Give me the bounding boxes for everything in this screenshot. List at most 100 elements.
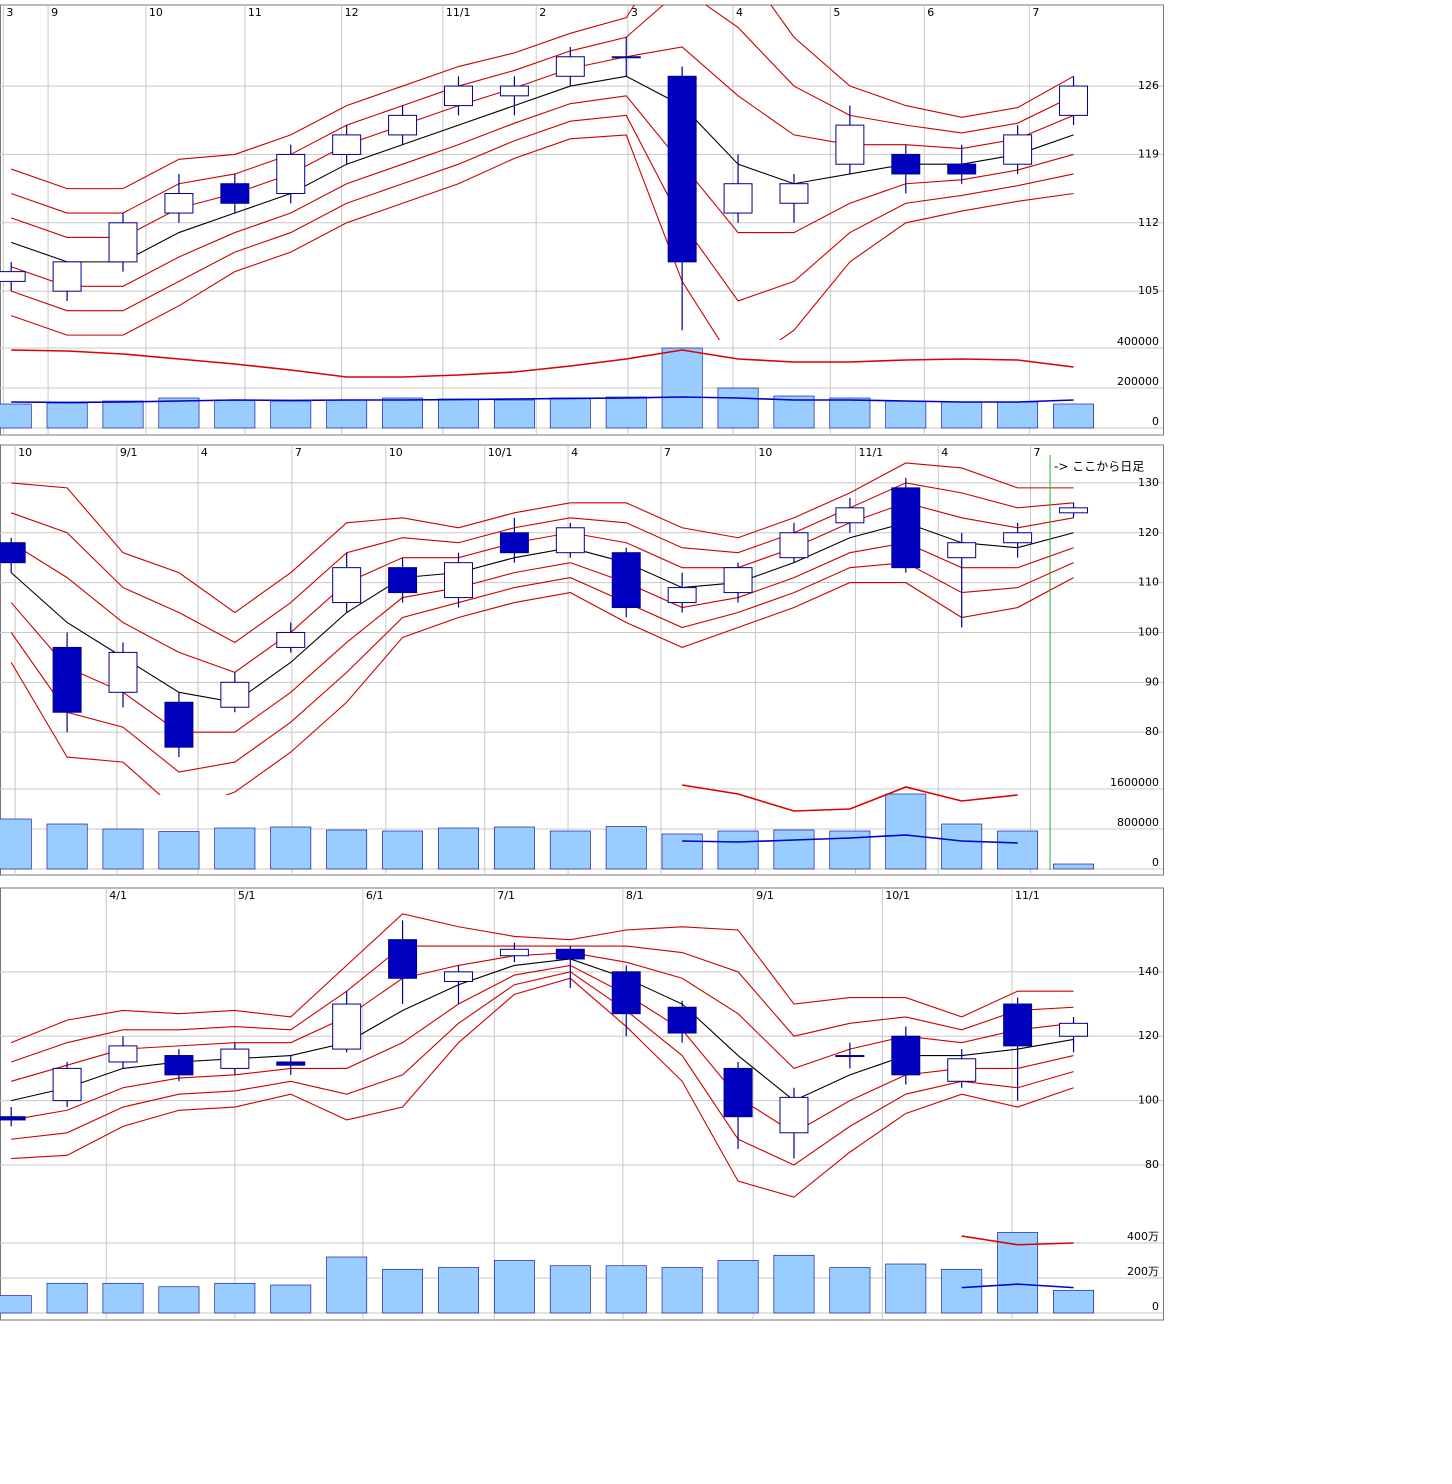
price-area — [0, 5, 1089, 340]
volume-bar — [941, 823, 983, 870]
x-tick-label: 4 — [736, 6, 743, 19]
volume-bar — [0, 403, 32, 429]
band-line — [11, 945, 1074, 1063]
volume-bar — [493, 399, 535, 429]
volume-bar — [1053, 863, 1094, 870]
y2-tick-label: 1600000 — [1110, 776, 1159, 789]
candle-body — [332, 567, 362, 604]
volume-bar — [214, 827, 256, 870]
x-tick-label: 3 — [6, 6, 13, 19]
panel-frame — [0, 887, 1164, 1321]
volume-bar — [102, 828, 144, 870]
candle-body — [947, 1058, 977, 1082]
x-tick-label: 10 — [389, 446, 403, 459]
candle-body — [667, 1006, 697, 1034]
x-tick-label: 11/1 — [858, 446, 883, 459]
volume-line — [11, 349, 1074, 378]
candle-body — [1059, 507, 1089, 514]
volume-line — [961, 1283, 1074, 1289]
candle-body — [1003, 134, 1033, 165]
volume-bar — [438, 1267, 479, 1314]
volume-bar — [605, 1265, 647, 1314]
panel: 10 9/1 4 7 10 10/1 4 7 10 11/1 4 7 80 90 100 110 120 130 0… — [0, 444, 1164, 876]
candle-body — [611, 971, 641, 1015]
candle-body — [276, 631, 306, 648]
candle-body — [164, 701, 194, 748]
y-tick-label: 110 — [1138, 576, 1159, 589]
y-tick-label: 140 — [1138, 965, 1159, 978]
y-tick-label: 112 — [1138, 216, 1159, 229]
x-tick-label: 10/1 — [885, 889, 910, 902]
y2-tick-label: 200万 — [1127, 1265, 1159, 1278]
x-tick-label: 4/1 — [109, 889, 127, 902]
candle-body — [332, 134, 362, 155]
volume-bar — [773, 829, 815, 870]
band-line — [11, 964, 1074, 1134]
candle-body — [947, 542, 977, 559]
candle-body — [835, 507, 865, 524]
volume-lines — [11, 349, 1074, 404]
volume-bar — [997, 401, 1039, 429]
volume-bar — [885, 1263, 927, 1314]
candle-body — [667, 75, 697, 263]
volume-bar — [326, 1256, 368, 1314]
x-tick-label: 7 — [664, 446, 671, 459]
volume-bar — [829, 397, 871, 429]
volume-bar — [214, 399, 256, 429]
candle-body — [611, 552, 641, 609]
y-tick-label: 80 — [1145, 1158, 1159, 1171]
candle-body — [388, 939, 418, 979]
x-tick-label: 9/1 — [120, 446, 138, 459]
x-tick-label: 7 — [1033, 446, 1040, 459]
volume-bar — [661, 347, 703, 429]
volume-line — [682, 784, 1018, 812]
x-tick-label: 11/1 — [1015, 889, 1040, 902]
candle-body — [388, 567, 418, 594]
candle-body — [555, 948, 585, 960]
volume-bar — [605, 826, 647, 870]
y-tick-label: 80 — [1145, 725, 1159, 738]
volume-bar — [661, 1267, 703, 1314]
y-tick-label: 130 — [1138, 476, 1159, 489]
candle-body — [164, 1055, 194, 1076]
x-tick-label: 10 — [18, 446, 32, 459]
volume-bar — [773, 1254, 815, 1314]
candle-body — [332, 1003, 362, 1050]
candle-body — [444, 562, 473, 599]
volume-bar — [214, 1282, 256, 1314]
volume-bar — [270, 400, 312, 429]
x-tick-label: 9 — [51, 6, 58, 19]
candle-body — [108, 222, 138, 263]
price-area — [0, 462, 1089, 795]
volume-bar — [997, 1232, 1039, 1314]
y2-tick-label: 800000 — [1117, 816, 1159, 829]
volume-bar — [46, 823, 88, 870]
x-tick-label: 2 — [539, 6, 546, 19]
candle-body — [555, 527, 585, 554]
y2-tick-label: 0 — [1152, 1300, 1159, 1313]
y-tick-label: 119 — [1138, 147, 1159, 160]
band-line — [11, 95, 1074, 287]
band-line — [11, 134, 1074, 340]
candle-body — [1003, 532, 1033, 544]
volume-bar — [661, 833, 703, 870]
y-tick-label: 100 — [1138, 625, 1159, 638]
candle-body — [0, 271, 26, 282]
annotation-text: -> ここから日足 — [1054, 460, 1144, 474]
volume-line — [11, 396, 1074, 404]
candle-body — [779, 532, 809, 559]
volume-bar — [717, 830, 759, 870]
candle-body — [276, 153, 306, 194]
candle-body — [1059, 85, 1089, 116]
candle-body — [499, 532, 529, 554]
volume-bar — [941, 401, 983, 429]
x-tick-label: 11/1 — [446, 6, 471, 19]
y2-tick-label: 400000 — [1117, 335, 1159, 348]
volume-bar — [326, 399, 368, 429]
x-tick-label: 3 — [631, 6, 638, 19]
volume-bar — [102, 400, 144, 429]
candle-body — [499, 948, 529, 957]
band-line — [11, 971, 1074, 1166]
volume-bar — [885, 793, 927, 870]
